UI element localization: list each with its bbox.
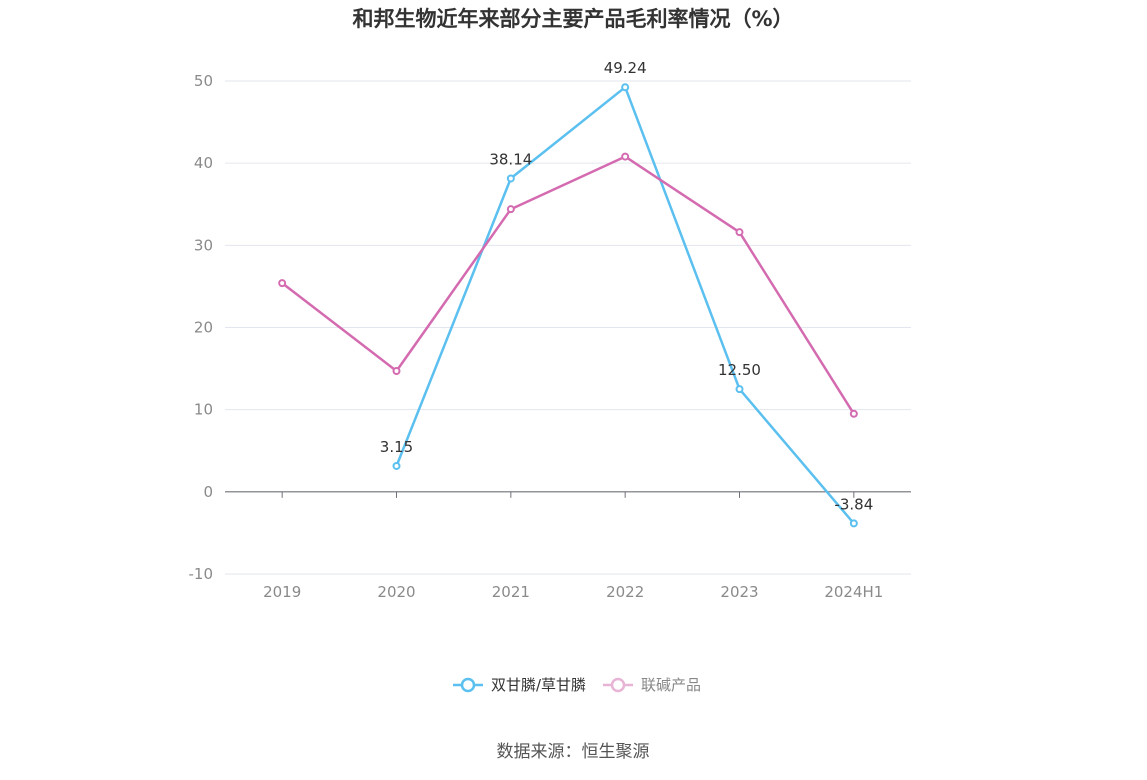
legend-marker xyxy=(610,677,626,693)
data-label: 12.50 xyxy=(718,361,761,379)
legend-label: 联碱产品 xyxy=(641,676,701,694)
data-point[interactable] xyxy=(621,152,630,161)
legend[interactable]: 双甘膦/草甘膦 联碱产品 xyxy=(453,676,701,694)
x-tick-label: 2020 xyxy=(377,583,415,601)
x-tick-label: 2022 xyxy=(606,583,644,601)
data-point[interactable] xyxy=(278,279,287,288)
x-tick-label: 2023 xyxy=(720,583,758,601)
source-note: 数据来源：恒生聚源 xyxy=(497,742,650,762)
data-point[interactable] xyxy=(506,205,515,214)
y-tick-label: 50 xyxy=(194,72,213,90)
series-lines xyxy=(278,83,858,528)
legend-label: 双甘膦/草甘膦 xyxy=(491,676,586,694)
data-point[interactable] xyxy=(849,519,858,528)
axes: -10 0 10 20 30 40 50 2019 2020 2021 2022 2023 2024H1 xyxy=(189,72,911,601)
data-labels: 3.15 38.14 49.24 12.50 -3.84 xyxy=(380,59,873,513)
data-label: 49.24 xyxy=(604,59,647,77)
data-point[interactable] xyxy=(735,228,744,237)
x-tick-label: 2019 xyxy=(263,583,301,601)
data-point[interactable] xyxy=(849,409,858,418)
y-tick-label: 0 xyxy=(203,483,213,501)
legend-marker xyxy=(460,677,476,693)
legend-item-1[interactable]: 双甘膦/草甘膦 xyxy=(453,676,586,694)
y-tick-label: 30 xyxy=(194,236,213,254)
chart-title: 和邦生物近年来部分主要产品毛利率情况（%） xyxy=(352,7,793,31)
y-tick-label: 20 xyxy=(194,319,213,337)
data-label: 38.14 xyxy=(489,150,532,168)
data-point[interactable] xyxy=(392,461,401,470)
series-line-2 xyxy=(281,155,855,415)
y-tick-label: 40 xyxy=(194,154,213,172)
x-tick-label: 2024H1 xyxy=(824,583,883,601)
legend-item-2[interactable]: 联碱产品 xyxy=(603,676,701,694)
grid-lines xyxy=(225,80,911,575)
data-label: 3.15 xyxy=(380,438,413,456)
data-point[interactable] xyxy=(621,83,630,92)
data-point[interactable] xyxy=(735,385,744,394)
data-point[interactable] xyxy=(506,174,515,183)
data-label: -3.84 xyxy=(834,495,873,513)
data-point[interactable] xyxy=(392,367,401,376)
y-tick-label: -10 xyxy=(189,565,214,583)
y-tick-label: 10 xyxy=(194,401,213,419)
x-tick-label: 2021 xyxy=(492,583,530,601)
